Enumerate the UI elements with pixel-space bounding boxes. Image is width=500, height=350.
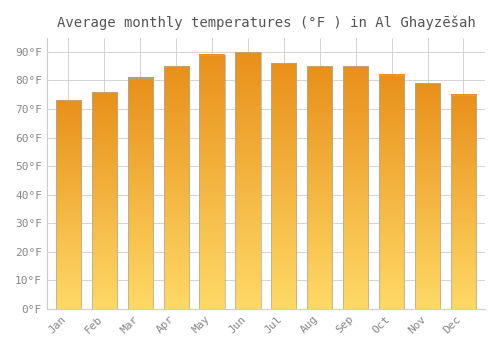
- Bar: [200, 55, 224, 309]
- Bar: [343, 66, 368, 309]
- Title: Average monthly temperatures (°F ) in Al Ghayzēšah: Average monthly temperatures (°F ) in Al…: [56, 15, 476, 29]
- Bar: [164, 66, 188, 309]
- Bar: [128, 78, 153, 309]
- Bar: [92, 92, 117, 309]
- Bar: [307, 66, 332, 309]
- Bar: [56, 100, 81, 309]
- Bar: [272, 63, 296, 309]
- Bar: [379, 75, 404, 309]
- Bar: [451, 95, 476, 309]
- Bar: [415, 83, 440, 309]
- Bar: [236, 52, 260, 309]
